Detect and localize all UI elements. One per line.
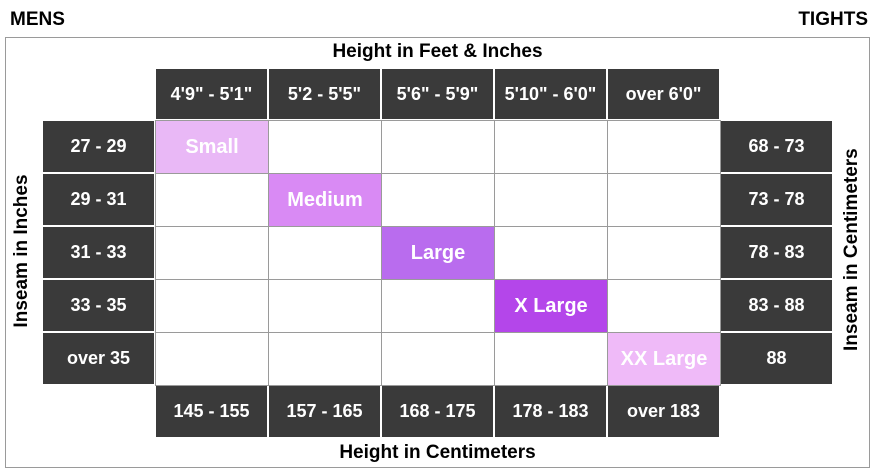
row-header-right: 83 - 88 — [720, 279, 833, 332]
empty-cell — [268, 279, 382, 333]
empty-cell — [155, 279, 269, 333]
frame — [5, 37, 870, 468]
row-header-right: 68 - 73 — [720, 120, 833, 173]
empty-cell — [607, 173, 721, 227]
column-header: 5'6" - 5'9" — [381, 68, 494, 120]
empty-cell — [268, 226, 382, 280]
size-cell: Small — [155, 120, 269, 174]
column-footer: 178 - 183 — [494, 385, 607, 438]
row-header-right: 73 - 78 — [720, 173, 833, 226]
empty-cell — [381, 332, 495, 386]
row-header: over 35 — [42, 332, 155, 385]
row-header: 33 - 35 — [42, 279, 155, 332]
empty-cell — [155, 173, 269, 227]
size-cell: X Large — [494, 279, 608, 333]
empty-cell — [494, 173, 608, 227]
column-footer: 157 - 165 — [268, 385, 381, 438]
column-footer: 145 - 155 — [155, 385, 268, 438]
empty-cell — [607, 226, 721, 280]
empty-cell — [381, 279, 495, 333]
row-header: 27 - 29 — [42, 120, 155, 173]
empty-cell — [268, 332, 382, 386]
row-header: 29 - 31 — [42, 173, 155, 226]
empty-cell — [494, 332, 608, 386]
column-footer: over 183 — [607, 385, 720, 438]
empty-cell — [155, 226, 269, 280]
header-right: TIGHTS — [798, 9, 868, 30]
column-header: 4'9" - 5'1" — [155, 68, 268, 120]
empty-cell — [607, 279, 721, 333]
column-footer: 168 - 175 — [381, 385, 494, 438]
column-header: 5'2 - 5'5" — [268, 68, 381, 120]
column-header: 5'10" - 6'0" — [494, 68, 607, 120]
empty-cell — [607, 120, 721, 174]
empty-cell — [494, 120, 608, 174]
size-cell: XX Large — [607, 332, 721, 386]
header-left: MENS — [10, 9, 65, 30]
empty-cell — [268, 120, 382, 174]
bottom-label: Height in Centimeters — [339, 442, 536, 463]
size-cell: Large — [381, 226, 495, 280]
empty-cell — [381, 173, 495, 227]
left-label: Inseam in Inches — [11, 174, 32, 328]
right-label: Inseam in Centimeters — [841, 148, 862, 351]
top-label: Height in Feet & Inches — [332, 41, 543, 62]
row-header-right: 88 — [720, 332, 833, 385]
size-cell: Medium — [268, 173, 382, 227]
empty-cell — [494, 226, 608, 280]
empty-cell — [381, 120, 495, 174]
column-header: over 6'0" — [607, 68, 720, 120]
row-header: 31 - 33 — [42, 226, 155, 279]
row-header-right: 78 - 83 — [720, 226, 833, 279]
empty-cell — [155, 332, 269, 386]
